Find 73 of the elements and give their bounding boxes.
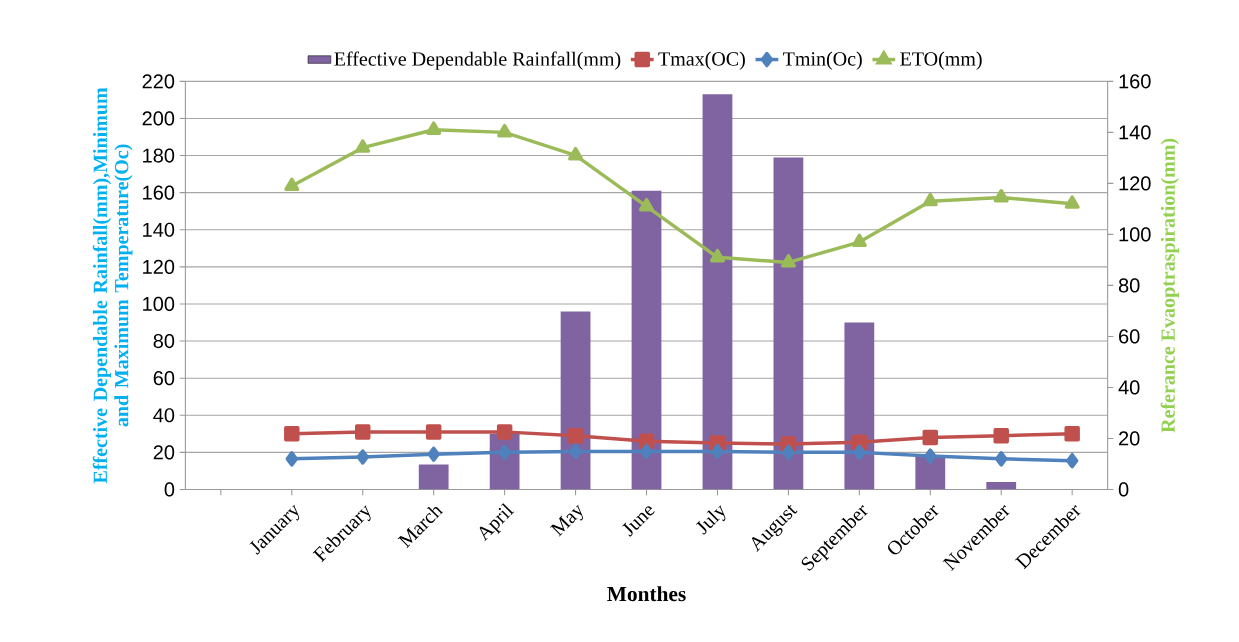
y2-tick-label: 120 xyxy=(1119,176,1151,191)
point xyxy=(639,198,655,212)
point xyxy=(711,443,724,460)
point xyxy=(993,428,1009,444)
point xyxy=(994,451,1008,467)
y-tick-label: 160 xyxy=(143,185,175,200)
legend-label: Tmin(Oc) xyxy=(783,51,862,70)
y-tick-label: 180 xyxy=(143,148,175,163)
bar xyxy=(844,322,875,490)
point xyxy=(1064,195,1080,210)
point xyxy=(498,444,511,461)
y-tick-label: 200 xyxy=(142,111,175,126)
point xyxy=(567,428,584,444)
bar xyxy=(986,482,1017,490)
point xyxy=(922,193,938,207)
bar xyxy=(418,464,449,490)
y-tick-label: 80 xyxy=(153,334,175,349)
legend-label: Tmax(OC) xyxy=(658,51,745,70)
point xyxy=(568,147,584,161)
point xyxy=(924,448,937,465)
y2-axis-title: Referance Evaoptraspiration(mm) xyxy=(1160,139,1179,433)
point xyxy=(640,443,653,460)
point xyxy=(851,233,867,248)
point xyxy=(427,446,440,463)
point xyxy=(782,444,795,461)
y-tick-label: 20 xyxy=(153,445,175,460)
point xyxy=(355,424,371,440)
bar xyxy=(631,191,662,490)
y-tick-label: 0 xyxy=(164,482,175,497)
y-tick-label: 220 xyxy=(142,74,175,89)
y-tick-label: 60 xyxy=(153,371,175,386)
point xyxy=(780,254,796,268)
y-tick-label: 100 xyxy=(143,297,175,312)
x-tick-label: June xyxy=(622,506,655,537)
point xyxy=(638,433,655,450)
point xyxy=(425,424,442,440)
point xyxy=(709,249,725,263)
point xyxy=(853,444,866,461)
point xyxy=(993,189,1009,203)
point xyxy=(284,426,300,442)
x-tick-label: May xyxy=(550,504,583,537)
legend-label: Effective Dependable Rainfall(mm) xyxy=(334,51,621,71)
bar xyxy=(915,456,946,490)
point xyxy=(497,124,513,138)
point xyxy=(356,449,369,465)
x-tick-label: July xyxy=(696,505,726,536)
x-axis-title: Monthes xyxy=(607,586,686,602)
point xyxy=(851,434,868,451)
y-tick-label: 140 xyxy=(143,222,175,238)
y2-tick-label: 0 xyxy=(1118,482,1129,497)
y2-tick-label: 40 xyxy=(1118,380,1140,395)
point xyxy=(922,430,939,446)
point xyxy=(496,424,513,440)
point xyxy=(426,121,442,136)
point xyxy=(1064,426,1080,442)
y2-tick-label: 100 xyxy=(1119,227,1151,242)
point xyxy=(284,177,300,192)
y2-tick-label: 160 xyxy=(1119,74,1151,89)
y2-tick-label: 80 xyxy=(1118,278,1140,293)
bar xyxy=(560,311,591,490)
y2-tick-label: 20 xyxy=(1119,431,1140,446)
point xyxy=(1065,453,1079,469)
point xyxy=(355,139,371,153)
legend-label: ETO(mm) xyxy=(900,51,982,70)
y-axis-title: Effective Dependable Rainfall(mm),Minimum and Maximum Temperature(Oc) xyxy=(92,87,133,484)
bar xyxy=(702,94,733,490)
y2-tick-label: 140 xyxy=(1119,125,1151,140)
y-tick-label: 120 xyxy=(143,260,175,275)
y-tick-label: 40 xyxy=(153,408,175,423)
bar xyxy=(773,157,804,490)
point xyxy=(285,451,299,467)
y2-tick-label: 60 xyxy=(1119,329,1140,344)
point xyxy=(569,443,582,460)
